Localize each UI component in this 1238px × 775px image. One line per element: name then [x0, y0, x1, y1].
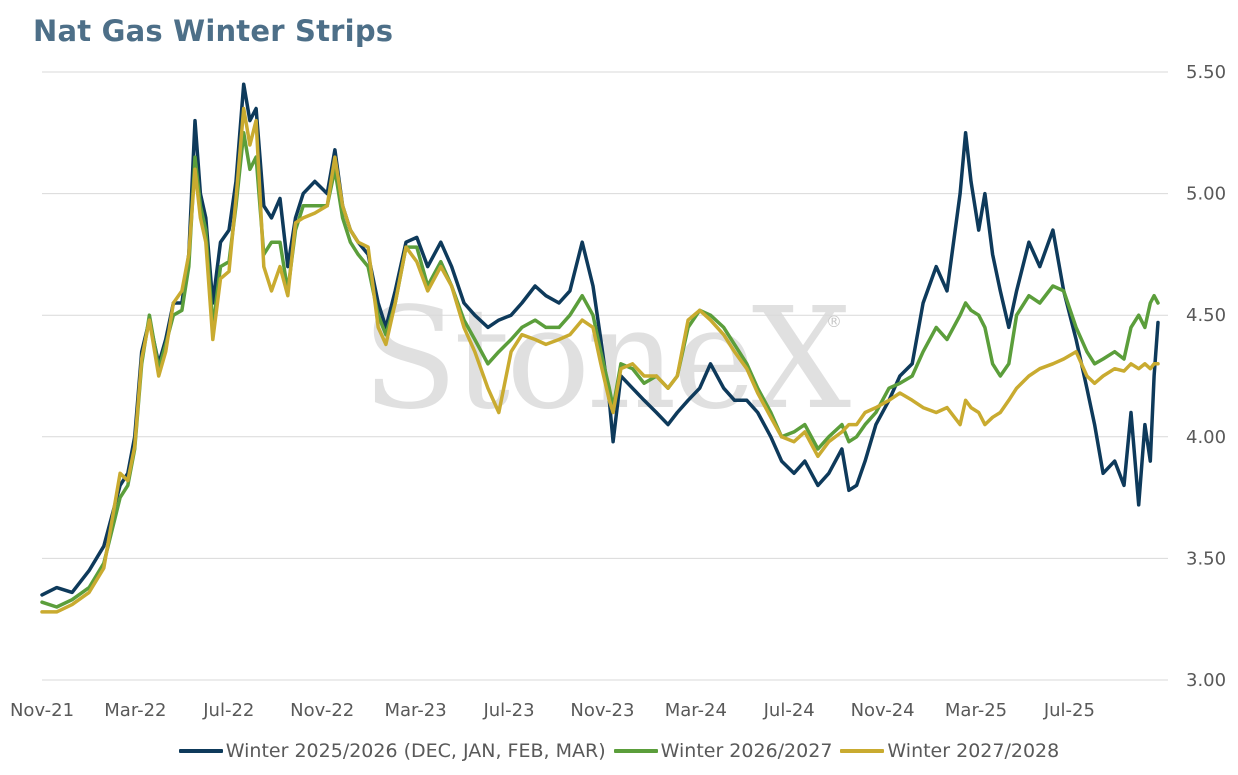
gridlines — [42, 71, 1168, 681]
chart-title: Nat Gas Winter Strips — [33, 14, 394, 48]
x-tick-label: Jul-25 — [1043, 700, 1095, 721]
line-chart: 3.00 3.50 4.00 4.50 5.00 5.50 Nov-21 Mar-22 Jul… — [10, 62, 1226, 721]
legend-label: Winter 2025/2026 (DEC, JAN, FEB, MAR) — [225, 740, 606, 762]
legend-label: Winter 2026/2027 — [660, 740, 833, 762]
y-tick-label: 3.00 — [1186, 670, 1226, 691]
x-tick-label: Nov-24 — [851, 700, 915, 721]
x-tick-label: Nov-22 — [290, 700, 354, 721]
x-tick-label: Jul-23 — [482, 700, 534, 721]
x-tick-label: Mar-25 — [945, 700, 1007, 721]
y-tick-label: 3.50 — [1186, 548, 1226, 569]
series-line-2 — [40, 131, 1160, 609]
legend-label: Winter 2027/2028 — [887, 740, 1060, 762]
y-tick-label: 4.00 — [1186, 427, 1226, 448]
x-axis-tick-labels: Nov-21 Mar-22 Jul-22 Nov-22 Mar-23 Jul-23 Nov-… — [10, 700, 1095, 721]
y-tick-label: 5.00 — [1186, 184, 1226, 205]
legend-swatch — [613, 749, 658, 753]
legend: Winter 2025/2026 (DEC, JAN, FEB, MAR) Wi… — [0, 740, 1238, 762]
legend-item-winter-2026-2027[interactable]: Winter 2026/2027 — [613, 740, 833, 762]
x-tick-label: Mar-22 — [104, 700, 166, 721]
series-line-3 — [40, 106, 1160, 614]
watermark-registered-mark: ® — [826, 312, 842, 331]
x-tick-label: Mar-23 — [384, 700, 446, 721]
series-line-1 — [40, 82, 1160, 597]
x-tick-label: Nov-23 — [570, 700, 634, 721]
y-tick-label: 4.50 — [1186, 305, 1226, 326]
y-axis-tick-labels: 3.00 3.50 4.00 4.50 5.00 5.50 — [1186, 62, 1226, 691]
legend-swatch — [840, 749, 885, 753]
legend-swatch — [178, 749, 223, 753]
legend-item-winter-2025-2026[interactable]: Winter 2025/2026 (DEC, JAN, FEB, MAR) — [178, 740, 606, 762]
x-tick-label: Jul-24 — [763, 700, 815, 721]
x-tick-label: Mar-24 — [665, 700, 727, 721]
legend-item-winter-2027-2028[interactable]: Winter 2027/2028 — [840, 740, 1059, 762]
x-tick-label: Nov-21 — [10, 700, 74, 721]
x-tick-label: Jul-22 — [202, 700, 254, 721]
series-lines — [40, 82, 1160, 614]
y-tick-label: 5.50 — [1186, 62, 1226, 83]
